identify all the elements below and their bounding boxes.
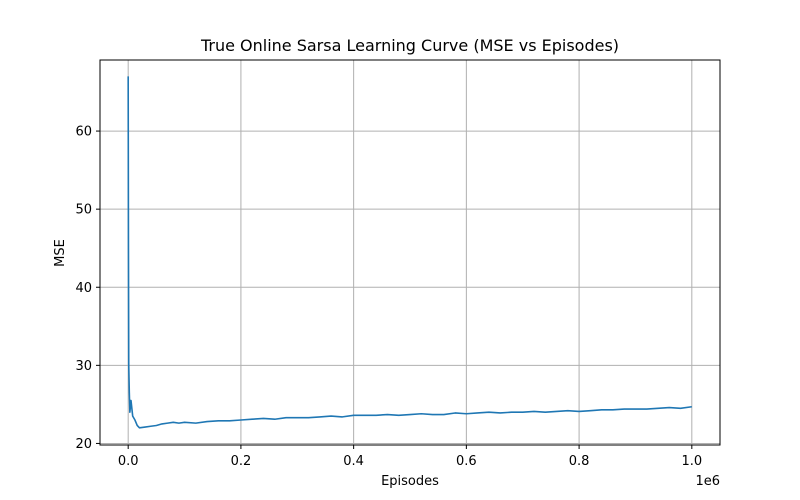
gridlines — [100, 60, 720, 445]
x-tick-label: 0.6 — [456, 454, 477, 469]
x-axis-ticks: 0.0 0.2 0.4 0.6 0.8 1.0 — [118, 445, 702, 469]
x-tick-label: 1.0 — [681, 454, 702, 469]
series-layer — [127, 76, 692, 429]
x-tick-label: 0.0 — [118, 454, 139, 469]
x-tick-label: 0.8 — [569, 454, 590, 469]
y-tick-label: 30 — [75, 359, 92, 374]
y-tick-label: 60 — [75, 125, 92, 140]
x-tick-label: 0.2 — [231, 454, 252, 469]
series-line — [127, 76, 692, 429]
plot-area-frame — [99, 59, 721, 446]
x-axis-label: Episodes — [381, 474, 439, 489]
x-axis-offset-label: 1e6 — [695, 474, 720, 489]
y-tick-label: 50 — [75, 203, 92, 218]
x-tick-label: 0.4 — [343, 454, 364, 469]
chart-title: True Online Sarsa Learning Curve (MSE vs… — [200, 36, 619, 55]
y-tick-label: 20 — [75, 437, 92, 452]
y-tick-label: 40 — [75, 281, 92, 296]
y-axis-label: MSE — [53, 239, 68, 267]
y-axis-ticks: 20 30 40 50 60 — [75, 125, 100, 452]
